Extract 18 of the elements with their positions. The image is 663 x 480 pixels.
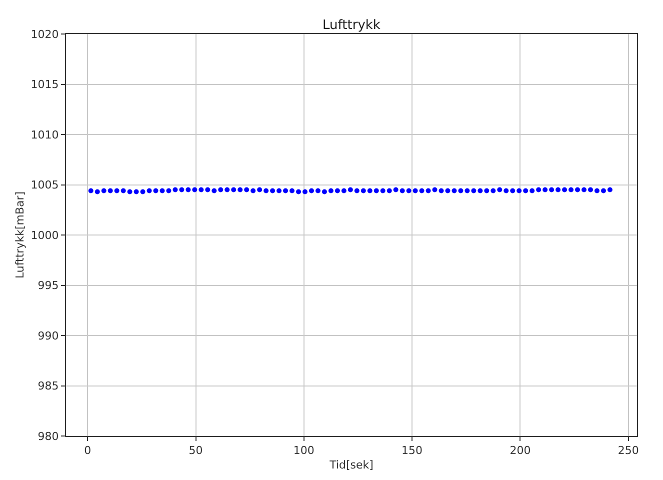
x-tick-label: 100 [293,444,314,458]
y-tick-label: 1000 [30,228,59,242]
y-tick-label: 980 [38,430,59,443]
x-tick-label: 50 [188,444,203,458]
x-tick-label: 150 [402,444,423,458]
x-tick-label: 0 [84,444,92,458]
y-tick-label: 985 [38,380,59,393]
y-tick-label: 1005 [30,178,59,192]
y-tick-label: 1010 [30,128,59,142]
x-axis-title: Tid[sek] [328,458,374,472]
x-tick-label: 200 [510,444,531,458]
y-tick-label: 1015 [30,78,59,92]
y-axis-title: Lufttrykk[mBar] [13,191,26,279]
y-tick-label: 1020 [30,28,59,41]
x-tick-label: 250 [618,444,639,458]
chart-title: Lufttrykk [322,18,381,34]
y-tick-label: 995 [38,279,59,292]
y-tick-label: 990 [38,329,59,342]
